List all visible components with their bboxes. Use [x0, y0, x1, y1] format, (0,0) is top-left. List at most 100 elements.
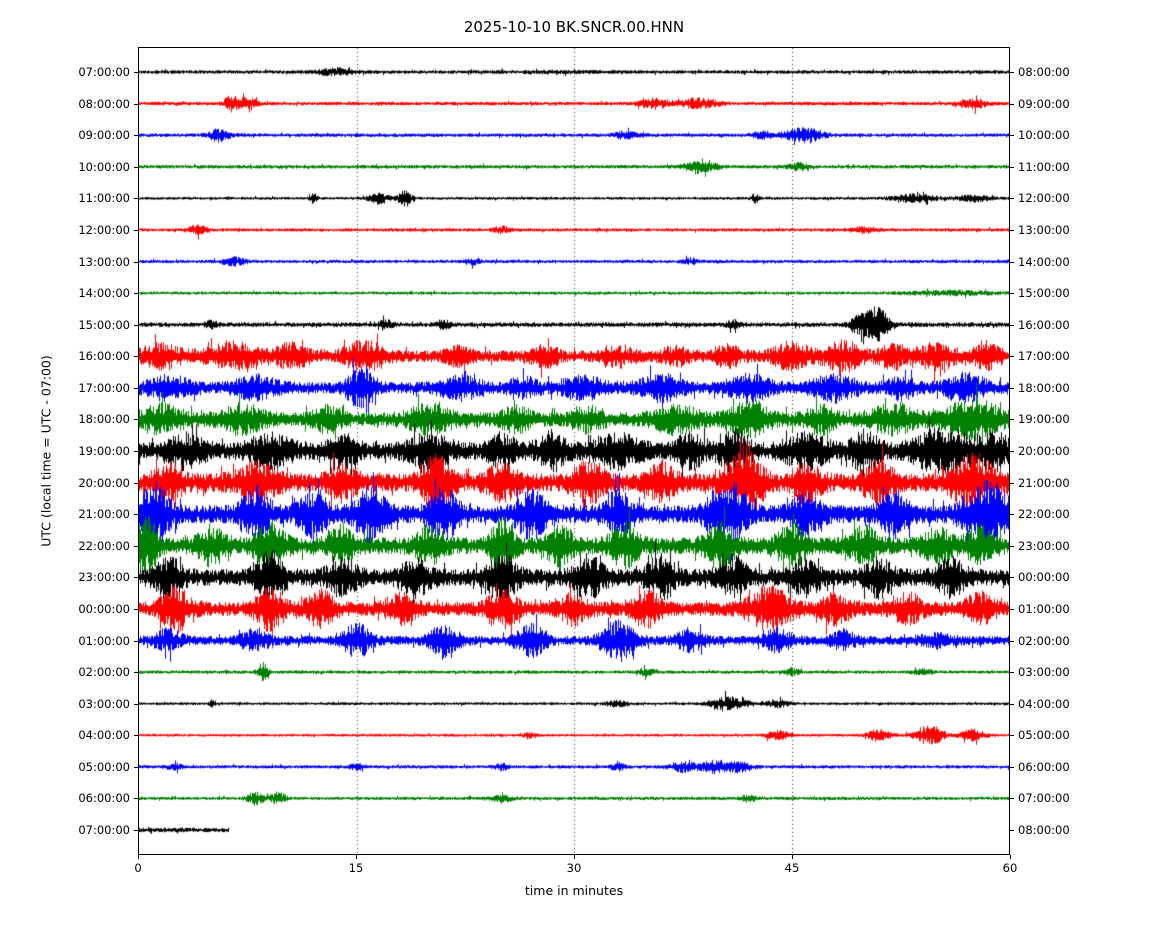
left-time-label: 01:00:00	[78, 633, 130, 648]
y-tick-mark	[134, 514, 138, 516]
x-tick-label: 15	[348, 861, 364, 875]
x-tick-label: 60	[1002, 861, 1018, 875]
left-time-label: 13:00:00	[78, 254, 130, 269]
left-time-label: 12:00:00	[78, 222, 130, 237]
right-time-label: 10:00:00	[1018, 128, 1070, 143]
y-tick-mark	[134, 672, 138, 674]
y-tick-mark	[134, 324, 138, 326]
x-tick-label: 30	[566, 861, 582, 875]
y-tick-mark	[134, 703, 138, 705]
y-tick-mark	[1010, 514, 1014, 516]
y-tick-mark	[1010, 166, 1014, 168]
y-tick-mark	[134, 735, 138, 737]
y-tick-mark	[134, 103, 138, 105]
y-tick-mark	[1010, 198, 1014, 200]
y-tick-mark	[1010, 672, 1014, 674]
right-time-label: 23:00:00	[1018, 538, 1070, 553]
y-tick-mark	[134, 356, 138, 358]
right-time-label: 02:00:00	[1018, 633, 1070, 648]
right-time-label: 18:00:00	[1018, 380, 1070, 395]
x-axis-label: time in minutes	[524, 883, 624, 898]
y-tick-mark	[134, 577, 138, 579]
y-tick-mark	[134, 166, 138, 168]
y-tick-mark	[1010, 640, 1014, 642]
y-tick-mark	[134, 798, 138, 800]
x-tick-mark	[574, 855, 575, 859]
left-time-label: 08:00:00	[78, 96, 130, 111]
left-time-label: 14:00:00	[78, 286, 130, 301]
y-tick-mark	[134, 419, 138, 421]
y-tick-mark	[134, 830, 138, 831]
y-tick-mark	[1010, 545, 1014, 547]
left-time-label: 18:00:00	[78, 412, 130, 427]
y-tick-mark	[1010, 419, 1014, 421]
left-time-label: 17:00:00	[78, 380, 130, 395]
left-time-label: 06:00:00	[78, 791, 130, 806]
x-tick-mark	[1010, 855, 1011, 859]
left-time-label: 02:00:00	[78, 665, 130, 680]
right-time-label: 08:00:00	[1018, 65, 1070, 79]
left-time-label: 16:00:00	[78, 349, 130, 364]
y-tick-mark	[1010, 229, 1014, 231]
y-tick-mark	[1010, 72, 1014, 73]
y-tick-mark	[1010, 830, 1014, 831]
right-time-label: 21:00:00	[1018, 475, 1070, 490]
y-tick-mark	[134, 640, 138, 642]
right-time-label: 14:00:00	[1018, 254, 1070, 269]
y-tick-mark	[1010, 766, 1014, 768]
x-tick-mark	[138, 855, 139, 859]
y-tick-mark	[134, 261, 138, 263]
right-time-label: 08:00:00	[1018, 823, 1070, 837]
left-time-label: 00:00:00	[78, 601, 130, 616]
right-time-label: 20:00:00	[1018, 444, 1070, 458]
y-tick-mark	[134, 608, 138, 610]
left-time-label: 21:00:00	[78, 507, 130, 522]
y-tick-mark	[1010, 387, 1014, 389]
seismogram-canvas	[139, 48, 1009, 854]
left-time-label: 05:00:00	[78, 759, 130, 774]
y-tick-mark	[1010, 103, 1014, 105]
plot-area	[138, 47, 1010, 855]
left-time-label: 04:00:00	[78, 728, 130, 743]
y-tick-mark	[134, 72, 138, 73]
right-time-label: 11:00:00	[1018, 159, 1070, 174]
y-tick-mark	[134, 229, 138, 231]
y-tick-mark	[1010, 735, 1014, 737]
y-tick-mark	[1010, 451, 1014, 452]
right-time-label: 06:00:00	[1018, 759, 1070, 774]
left-time-label: 22:00:00	[78, 538, 130, 553]
right-time-label: 01:00:00	[1018, 601, 1070, 616]
y-tick-mark	[1010, 482, 1014, 484]
y-tick-mark	[134, 545, 138, 547]
right-time-label: 22:00:00	[1018, 507, 1070, 522]
left-time-label: 03:00:00	[78, 696, 130, 711]
y-tick-mark	[1010, 324, 1014, 326]
y-tick-mark	[1010, 703, 1014, 705]
y-tick-mark	[1010, 577, 1014, 579]
x-tick-label: 45	[784, 861, 800, 875]
right-time-label: 13:00:00	[1018, 222, 1070, 237]
x-tick-mark	[792, 855, 793, 859]
x-tick-label: 0	[134, 861, 142, 875]
y-tick-mark	[1010, 261, 1014, 263]
y-tick-mark	[134, 766, 138, 768]
y-tick-mark	[1010, 135, 1014, 137]
right-time-label: 07:00:00	[1018, 791, 1070, 806]
right-time-label: 05:00:00	[1018, 728, 1070, 743]
y-tick-mark	[1010, 798, 1014, 800]
y-tick-mark	[134, 451, 138, 452]
y-tick-mark	[134, 387, 138, 389]
left-time-label: 07:00:00	[78, 823, 130, 837]
left-time-label: 07:00:00	[78, 65, 130, 79]
figure-title: 2025-10-10 BK.SNCR.00.HNN	[463, 18, 685, 36]
right-time-label: 16:00:00	[1018, 317, 1070, 332]
y-tick-mark	[134, 482, 138, 484]
left-time-label: 19:00:00	[78, 444, 130, 458]
right-time-label: 19:00:00	[1018, 412, 1070, 427]
left-time-label: 11:00:00	[78, 191, 130, 206]
left-time-label: 10:00:00	[78, 159, 130, 174]
y-tick-mark	[1010, 356, 1014, 358]
right-time-label: 04:00:00	[1018, 696, 1070, 711]
y-tick-mark	[134, 135, 138, 137]
